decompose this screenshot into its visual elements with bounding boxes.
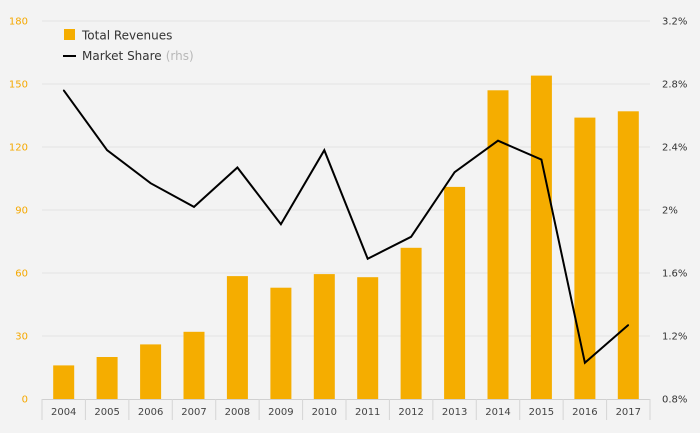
bar-2004 [53,365,75,399]
y-left-tick-label: 90 [15,206,28,217]
x-tick-label: 2017 [616,407,641,418]
right-axis: 0.8% 1.2% 1.6% 2% 2.4% 2.8% 3.2% [662,17,687,406]
bar-2005 [96,357,118,399]
market-share-point-2011 [366,258,369,260]
x-tick-label: 2005 [94,407,119,418]
y-right-tick-label: 2.4% [662,143,687,154]
revenue-bars [53,75,639,400]
x-tick-label: 2013 [442,407,467,418]
y-left-tick-label: 0 [22,395,28,406]
market-share-point-2016 [584,362,586,364]
legend-swatch-total-revenues [64,29,75,40]
y-right-tick-label: 2% [662,206,678,217]
y-left-tick-label: 120 [9,143,28,154]
legend-label-rhs-note: (rhs) [166,49,194,63]
x-tick-label: 2006 [138,407,163,418]
x-tick-label: 2007 [181,407,206,418]
bar-2009 [270,287,292,399]
gridlines [42,20,650,337]
y-left-tick-label: 180 [9,17,28,28]
market-share-point-2009 [280,223,282,225]
y-right-tick-label: 3.2% [662,17,687,28]
legend-label-total-revenues: Total Revenues [81,29,172,43]
x-tick-label: 2008 [225,407,250,418]
y-right-tick-label: 1.2% [662,332,687,343]
x-axis: 2004 2005 2006 2007 2008 2009 2010 2011 2012 2013… [41,399,651,420]
market-share-polyline [62,89,629,365]
market-share-point-2013 [453,171,456,173]
market-share-point-2004 [62,89,65,92]
y-right-tick-label: 1.6% [662,269,687,280]
market-share-point-2015 [540,158,543,161]
market-share-point-2007 [193,206,195,208]
market-share-point-2014 [497,139,499,142]
bar-2012 [400,247,422,399]
legend-label-market-share: Market Share (rhs) [82,49,194,63]
x-tick-label: 2009 [268,407,293,418]
y-right-tick-label: 0.8% [662,395,687,406]
bar-2006 [140,344,162,399]
y-left-tick-label: 30 [15,332,28,343]
market-share-point-2012 [410,236,412,238]
bar-2008 [226,276,248,399]
market-share-point-2005 [106,149,108,151]
x-tick-label: 2014 [485,407,510,418]
left-axis: 0 30 60 90 120 150 180 [9,17,28,406]
legend-label-market-share-name: Market Share [82,49,162,63]
x-tick-label: 2004 [51,407,76,418]
bar-2015 [530,75,552,399]
y-right-tick-label: 2.8% [662,80,687,91]
x-tick-label: 2011 [355,407,380,418]
y-left-tick-label: 60 [15,269,28,280]
legend: Total Revenues Market Share (rhs) [63,29,194,63]
market-share-line [62,89,630,365]
bar-2014 [487,90,509,400]
market-share-point-2008 [236,166,239,169]
market-share-point-2006 [149,182,152,184]
bar-2011 [357,277,379,399]
x-tick-label: 2010 [312,407,337,418]
x-tick-label: 2012 [398,407,423,418]
y-left-tick-label: 150 [9,80,28,91]
bar-2017 [617,111,639,400]
bar-2010 [313,274,335,399]
bar-2016 [574,117,596,399]
bar-2013 [444,186,466,399]
market-share-point-2017 [627,324,630,326]
x-tick-label: 2016 [572,407,597,418]
market-share-point-2010 [323,149,326,151]
bar-2007 [183,331,205,399]
x-tick-label: 2015 [529,407,554,418]
